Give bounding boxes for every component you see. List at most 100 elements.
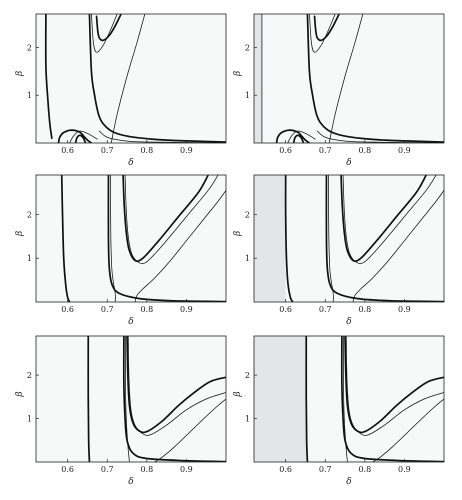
x-tick-label: 0.6 — [61, 465, 74, 474]
curve-thick-2 — [122, 336, 226, 462]
plot-frame — [253, 13, 445, 144]
x-axis-label: δ — [346, 477, 351, 487]
curve-thin-5 — [124, 175, 219, 265]
curve-thick-2 — [340, 336, 444, 462]
y-axis-label: β — [233, 231, 243, 237]
curve-thin-6 — [154, 398, 226, 462]
curve-thick-3 — [313, 14, 340, 42]
y-axis-label: β — [233, 71, 243, 77]
chart-panel-5: 0.6 0.7 0.8 0.9 1 2 δ β — [15, 335, 227, 487]
x-tick-label: 0.8 — [140, 465, 153, 474]
curve-thin-6 — [372, 398, 444, 462]
curve-thin-6 — [134, 189, 226, 302]
curve-thick-3 — [344, 336, 444, 434]
curve-thick-2 — [306, 14, 444, 143]
y-tick-label: 2 — [27, 371, 32, 380]
chart-panel-2: 0.6 0.7 0.8 0.9 1 2 δ β — [233, 13, 445, 168]
plot-frame — [35, 335, 227, 463]
curve-thick-3 — [126, 336, 226, 434]
y-tick-label: 2 — [27, 43, 32, 52]
x-tick-label: 0.8 — [358, 305, 371, 314]
x-tick-label: 0.6 — [61, 146, 74, 155]
x-tick-label: 0.6 — [279, 465, 292, 474]
curve-thin-7 — [69, 130, 98, 143]
y-tick-label: 2 — [245, 371, 250, 380]
x-tick-label: 0.9 — [180, 465, 193, 474]
y-tick-label: 1 — [245, 415, 250, 424]
curve-thick-5 — [74, 134, 87, 143]
chart-panel-4: 0.6 0.7 0.8 0.9 1 2 δ β — [233, 174, 445, 327]
x-tick-label: 0.6 — [279, 305, 292, 314]
curves — [44, 14, 226, 143]
curve-thin-5 — [127, 336, 226, 436]
curve-thick-2 — [88, 14, 226, 143]
curve-thick-1 — [44, 14, 53, 140]
curve-thin-8 — [110, 14, 146, 143]
plot-background — [36, 336, 226, 462]
x-axis-label: δ — [128, 158, 133, 168]
plot-frame — [253, 174, 445, 303]
curve-thin-8 — [328, 14, 364, 143]
y-tick-label: 2 — [245, 210, 250, 219]
plot-background — [36, 14, 226, 143]
plot-frame — [35, 13, 227, 144]
x-tick-label: 0.9 — [398, 465, 411, 474]
shaded-region — [254, 175, 286, 302]
y-tick-label: 2 — [27, 210, 32, 219]
curve-thin-5 — [345, 336, 444, 436]
x-tick-label: 0.7 — [319, 465, 332, 474]
curve-thin-6 — [91, 14, 118, 53]
curve-thin-7 — [287, 130, 316, 143]
x-tick-label: 0.8 — [140, 305, 153, 314]
curve-thick-1 — [87, 336, 91, 462]
x-axis-label: δ — [346, 317, 351, 327]
chart-panel-3: 0.6 0.7 0.8 0.9 1 2 δ β — [15, 174, 227, 327]
curve-thick-5 — [292, 134, 305, 143]
curves — [87, 336, 226, 462]
plot-background — [36, 175, 226, 302]
y-axis-label: β — [233, 391, 243, 397]
y-axis-label: β — [15, 71, 25, 77]
curve-thin-6 — [309, 14, 336, 53]
curve-thin-6 — [352, 189, 444, 302]
x-tick-label: 0.8 — [358, 146, 371, 155]
x-tick-label: 0.9 — [180, 146, 193, 155]
curve-thick-1 — [305, 336, 309, 462]
curve-thin-4 — [328, 175, 334, 302]
plot-background — [254, 14, 444, 143]
plot-frame — [253, 335, 445, 463]
x-tick-label: 0.7 — [319, 146, 332, 155]
x-axis-label: δ — [346, 158, 351, 168]
curve-thin-4 — [125, 336, 130, 462]
y-tick-label: 1 — [27, 254, 32, 263]
chart-panel-1: 0.6 0.7 0.8 0.9 1 2 δ β — [15, 13, 227, 168]
curve-thick-3 — [95, 14, 122, 42]
x-axis-label: δ — [128, 477, 133, 487]
x-tick-label: 0.7 — [101, 465, 114, 474]
curve-thick-3 — [122, 175, 210, 263]
curve-thin-4 — [110, 175, 116, 302]
curves — [305, 336, 444, 462]
shaded-region — [254, 336, 307, 462]
x-tick-label: 0.7 — [101, 146, 114, 155]
x-tick-label: 0.7 — [101, 305, 114, 314]
chart-panel-6: 0.6 0.7 0.8 0.9 1 2 δ β — [233, 335, 445, 487]
x-tick-label: 0.8 — [358, 465, 371, 474]
curve-thick-4 — [275, 129, 311, 143]
curve-thick-3 — [340, 175, 428, 263]
x-tick-label: 0.8 — [140, 146, 153, 155]
curve-thin-9 — [316, 130, 444, 143]
x-tick-label: 0.7 — [319, 305, 332, 314]
curves — [261, 14, 444, 143]
x-tick-label: 0.9 — [398, 305, 411, 314]
y-tick-label: 1 — [245, 91, 250, 100]
curve-thick-4 — [57, 129, 93, 143]
y-tick-label: 2 — [245, 43, 250, 52]
plot-frame — [35, 174, 227, 303]
curve-thin-5 — [342, 175, 437, 265]
curves — [60, 175, 226, 302]
y-tick-label: 1 — [27, 91, 32, 100]
y-axis-label: β — [15, 231, 25, 237]
y-axis-label: β — [15, 391, 25, 397]
